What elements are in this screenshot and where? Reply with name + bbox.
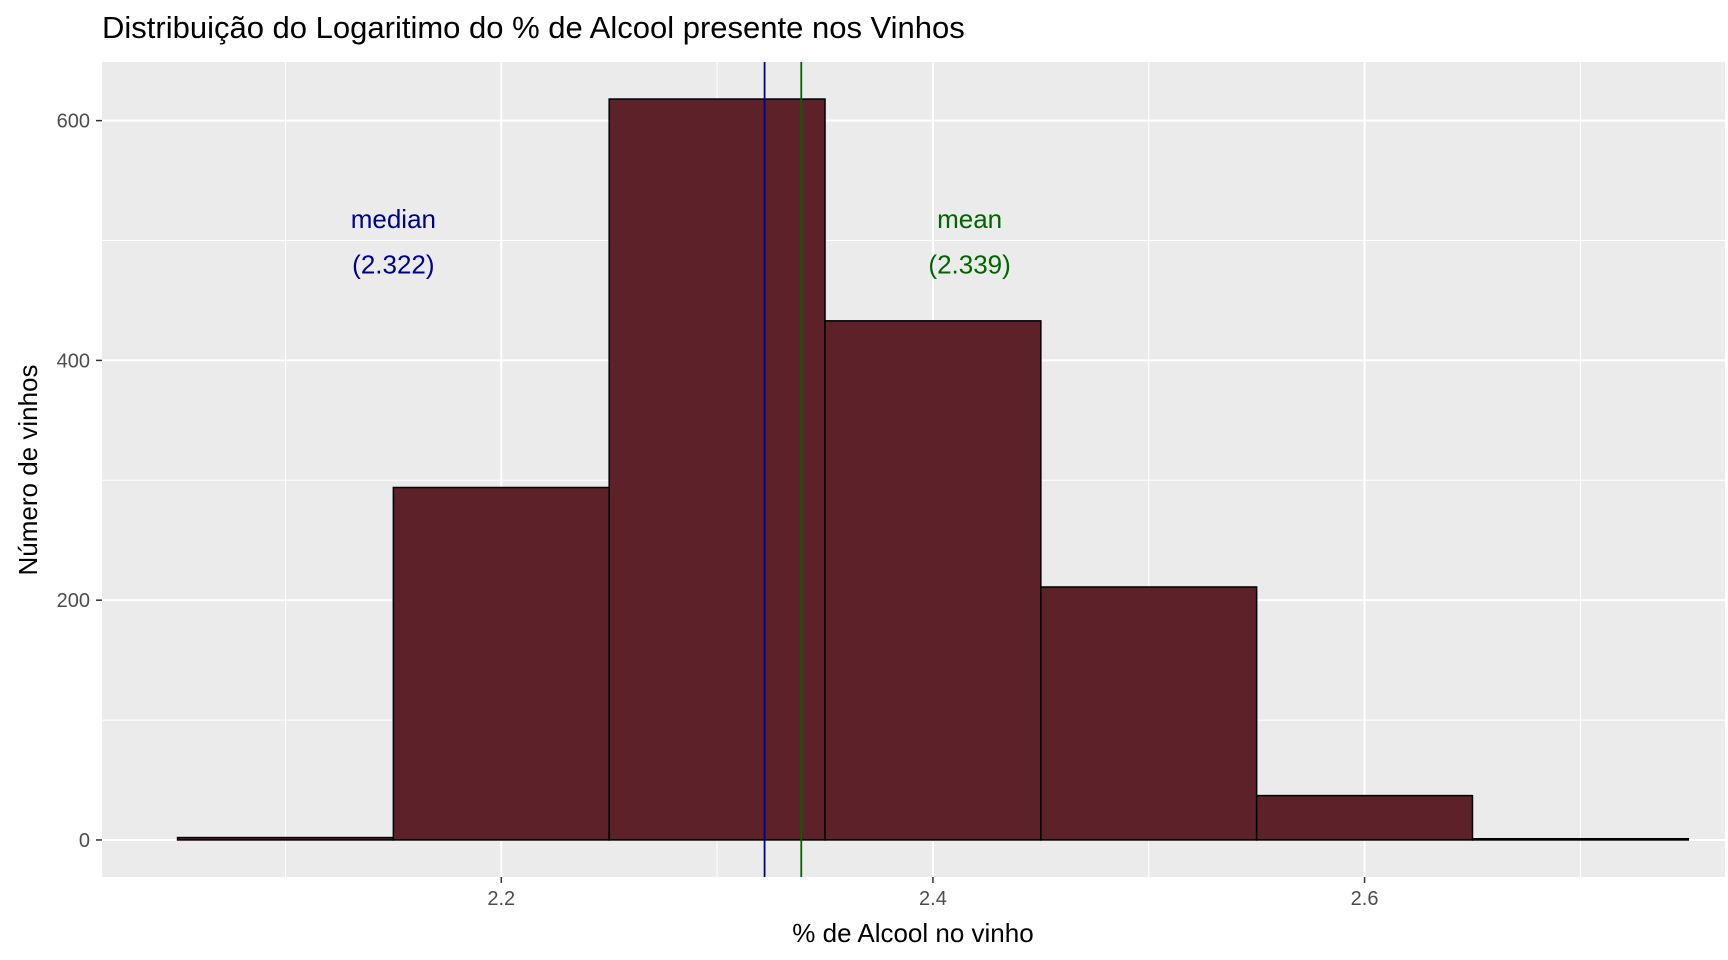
median-label: median bbox=[351, 204, 436, 234]
y-tick-label: 200 bbox=[57, 590, 90, 612]
y-tick-label: 600 bbox=[57, 111, 90, 133]
x-tick-label: 2.6 bbox=[1351, 888, 1379, 910]
histogram-bar bbox=[1471, 838, 1690, 841]
histogram-bar bbox=[1255, 794, 1474, 841]
chart-title: Distribuição do Logaritimo do % de Alcoo… bbox=[102, 10, 965, 45]
median-value-label: (2.322) bbox=[352, 249, 434, 279]
histogram-bar bbox=[1040, 586, 1258, 841]
minor-gridlines bbox=[102, 62, 1725, 877]
x-axis-title: % de Alcool no vinho bbox=[792, 918, 1033, 948]
y-axis: 0 200 400 600 bbox=[57, 111, 102, 852]
histogram-bar bbox=[176, 836, 395, 841]
y-axis-title: Número de vinhos bbox=[13, 365, 43, 576]
x-tick-label: 2.2 bbox=[487, 888, 515, 910]
mean-value-label: (2.339) bbox=[928, 249, 1010, 279]
histogram-bar bbox=[608, 98, 826, 841]
histogram-bars bbox=[176, 98, 1690, 841]
mean-label: mean bbox=[937, 204, 1002, 234]
reference-lines bbox=[763, 62, 803, 877]
histogram-bar bbox=[392, 486, 610, 841]
histogram-bar bbox=[824, 320, 1042, 841]
x-tick-label: 2.4 bbox=[919, 888, 947, 910]
x-axis: 2.2 2.4 2.6 bbox=[487, 877, 1378, 910]
annotations: median (2.322) mean (2.339) bbox=[351, 204, 1011, 280]
y-tick-label: 400 bbox=[57, 350, 90, 372]
y-tick-label: 0 bbox=[79, 830, 90, 852]
